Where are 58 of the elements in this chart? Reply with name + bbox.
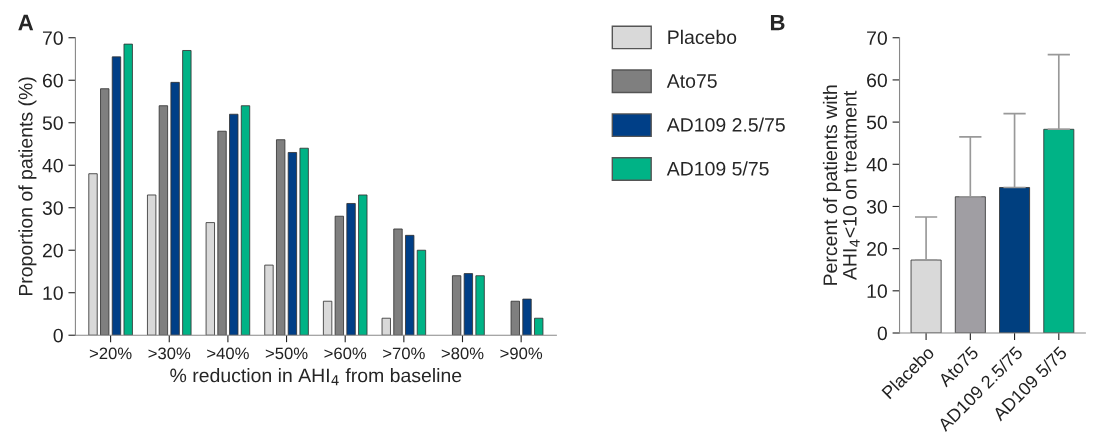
x-tick-label: >30% (148, 347, 191, 360)
bar (534, 317, 544, 336)
y-axis-title: Percent of patients with AHI$_{4}$<10 on treatment (822, 85, 860, 285)
x-tick-label: >90% (500, 347, 543, 360)
y-tick-label: 10 (43, 286, 63, 300)
y-tick-label: 70 (867, 31, 887, 45)
bar (147, 194, 157, 336)
y-tick-label: 30 (866, 199, 887, 214)
bar (111, 56, 122, 336)
y-tick-label: 40 (866, 157, 887, 172)
bar (229, 113, 239, 336)
x-tick-label: >80% (441, 347, 484, 360)
y-tick-label: 0 (877, 326, 887, 341)
bar (205, 222, 215, 336)
bar (475, 275, 485, 336)
bar (522, 298, 532, 336)
bar (264, 264, 274, 336)
bar (1043, 128, 1075, 333)
bar (346, 203, 356, 336)
legend-label: AD109 5/75 (666, 161, 769, 176)
bar (287, 152, 298, 336)
y-tick-label: 30 (42, 201, 63, 215)
y-tick-label: 50 (866, 115, 887, 130)
text: A (18, 14, 34, 31)
bar (358, 194, 368, 336)
legend-label: Placebo (668, 29, 737, 45)
x-tick-label: >50% (265, 347, 308, 360)
x-tick-label: >40% (207, 347, 249, 360)
y-tick-label: 50 (42, 116, 63, 130)
y-tick-label: 20 (867, 242, 887, 256)
x-tick-label: >20% (89, 347, 132, 360)
text: B (770, 14, 785, 31)
bar (299, 147, 309, 336)
y-axis-title: Proportion of patients (%) (18, 77, 37, 296)
bar (170, 81, 180, 336)
x-tick-label: >70% (383, 347, 425, 360)
bar (999, 187, 1031, 333)
y-tick-label: 10 (867, 284, 887, 299)
bar (381, 317, 391, 336)
bar (123, 43, 133, 336)
bar (182, 50, 192, 336)
x-axis-title: % reduction in AHI$_{4}$ from baseline (170, 368, 462, 386)
bar (240, 105, 251, 336)
bar (322, 300, 333, 336)
bar (910, 259, 942, 333)
y-tick-label: 0 (53, 328, 63, 343)
y-tick-label: 20 (42, 243, 63, 258)
bar (954, 196, 986, 333)
y-tick-label: 70 (42, 31, 63, 45)
y-tick-label: 40 (42, 158, 63, 173)
y-tick-label: 60 (867, 73, 887, 88)
legend-label: Ato75 (666, 74, 717, 88)
y-tick-label: 60 (42, 73, 63, 88)
bar (88, 173, 98, 336)
legend-label: AD109 2.5/75 (666, 117, 785, 132)
bar (416, 249, 427, 336)
x-tick-label: >60% (324, 347, 367, 360)
bar (405, 234, 415, 336)
